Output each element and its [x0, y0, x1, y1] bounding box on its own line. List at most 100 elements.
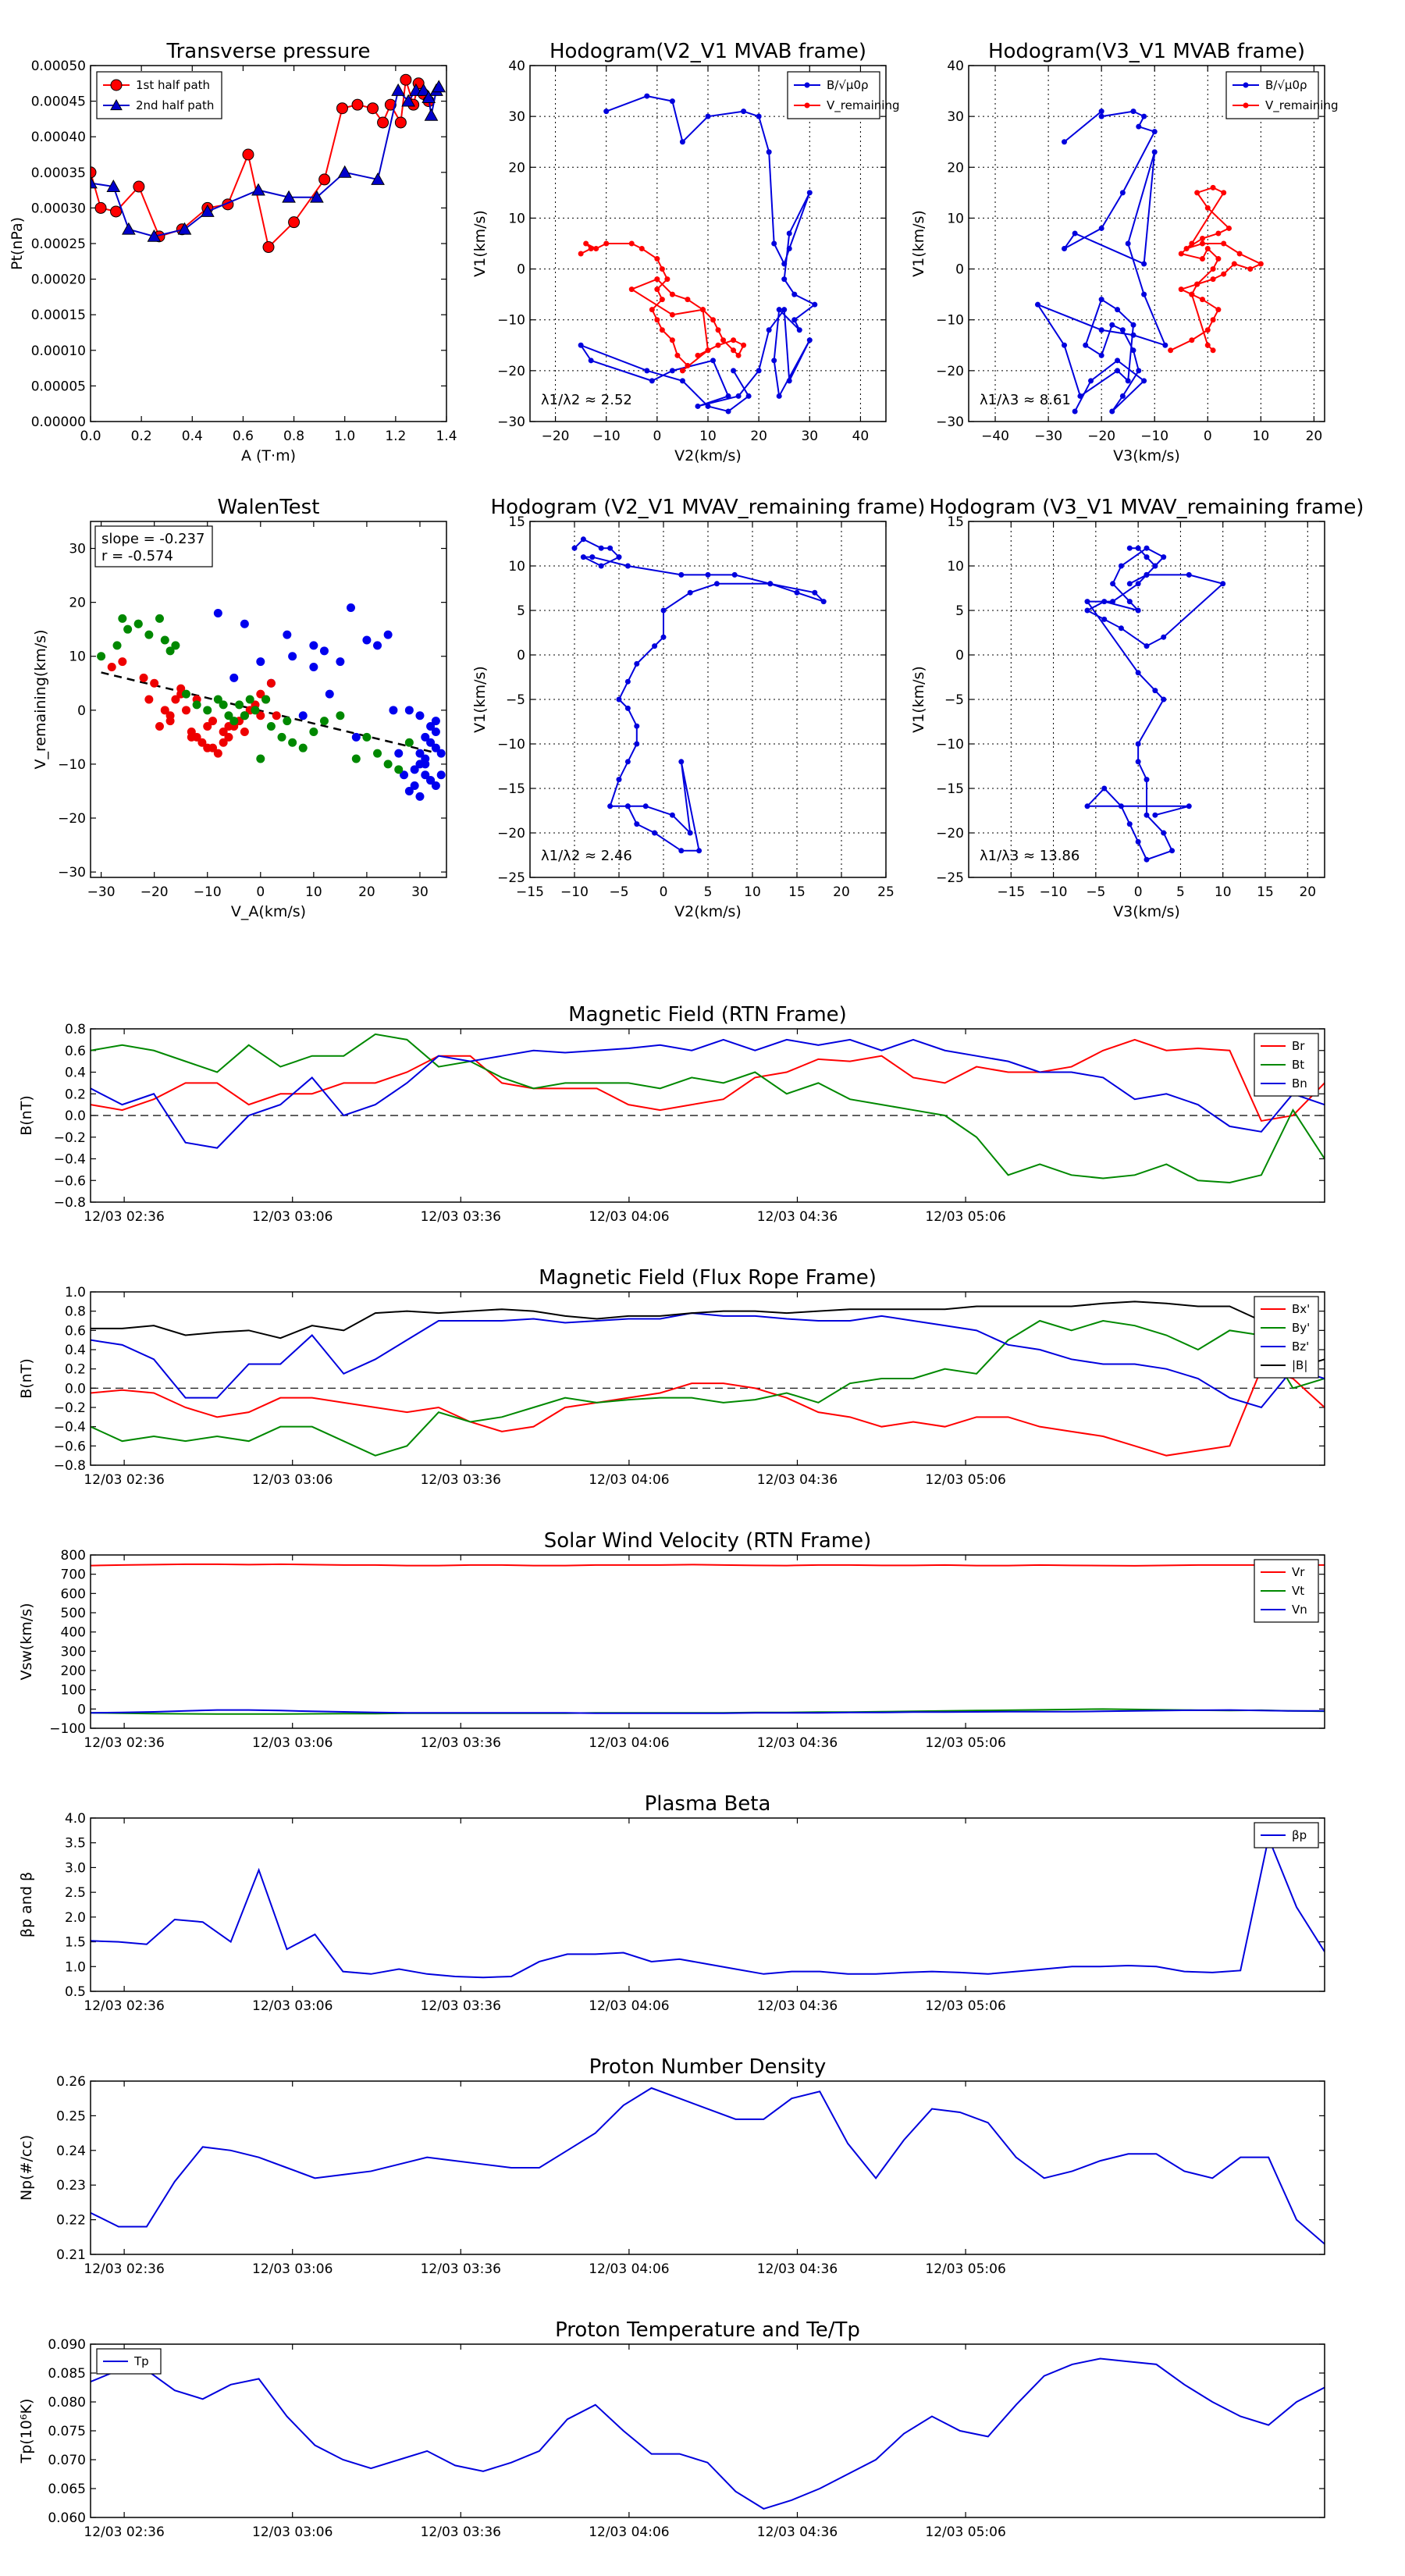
plot-border — [529, 521, 887, 878]
data-point — [1126, 545, 1133, 551]
data-point — [288, 738, 297, 747]
panel-beta: 0.5 1.0 1.5 2.0 2.5 3.0 3.5 4.0 12/03 02:36 12/03… — [18, 1792, 1325, 2014]
data-point — [1161, 634, 1167, 640]
legend-box — [1254, 1296, 1319, 1379]
chart-title: Proton Temperature and Te/Tp — [555, 2318, 860, 2342]
data-point — [1141, 261, 1147, 267]
data-point — [1098, 352, 1104, 358]
data-point — [318, 173, 331, 186]
series-line — [91, 2357, 1325, 2510]
data-point — [240, 711, 249, 720]
x-tick-label: −15 — [516, 884, 544, 900]
x-tick-label: 12/03 02:36 — [84, 1209, 164, 1225]
data-point — [362, 732, 372, 742]
data-point — [400, 770, 409, 780]
y-tick-label: 30 — [508, 109, 525, 125]
y-tick-label: 4.0 — [65, 1811, 86, 1827]
data-point — [642, 803, 649, 809]
data-point — [1144, 554, 1150, 560]
y-tick-label: −20 — [936, 364, 964, 379]
x-tick-label: 12/03 03:06 — [252, 2261, 333, 2277]
data-point — [404, 786, 414, 795]
data-point — [1135, 545, 1141, 551]
legend-label: Tp — [133, 2354, 149, 2368]
data-point — [1130, 332, 1136, 338]
data-point — [804, 102, 810, 109]
data-point — [415, 749, 425, 758]
data-point — [1126, 581, 1133, 587]
data-point — [235, 700, 244, 710]
data-point — [624, 803, 631, 809]
data-point — [426, 738, 436, 747]
x-tick-label: 20 — [833, 884, 850, 900]
data-point — [607, 545, 614, 551]
data-point — [319, 717, 329, 726]
x-tick-label: −20 — [140, 884, 169, 900]
x-tick-label: 12/03 04:06 — [589, 2524, 669, 2540]
data-point — [1194, 281, 1200, 287]
data-point — [421, 732, 430, 742]
y-axis-label: B(nT) — [18, 1358, 35, 1399]
data-point — [705, 113, 711, 119]
data-point — [812, 301, 818, 308]
data-point — [112, 641, 122, 650]
legend: B/√μ0ρ V_remaining — [787, 71, 900, 119]
y-tick-label: 0.060 — [48, 2510, 86, 2526]
data-point — [213, 608, 222, 617]
panel-h2: −30 −20 −10 0 10 20 30 40 −40 −30 −20 −10 0 10 20 Hodog… — [910, 40, 1339, 464]
x-tick-label: 0.2 — [131, 429, 152, 444]
data-point — [415, 711, 425, 720]
legend-label: V_remaining — [1265, 98, 1339, 113]
series-line — [91, 1312, 1325, 1409]
data-point — [426, 776, 436, 785]
data-point — [1247, 266, 1254, 272]
annotation-text: λ1/λ2 ≈ 2.52 — [541, 392, 632, 408]
data-point — [351, 98, 364, 111]
y-tick-label: 600 — [61, 1586, 86, 1602]
y-tick-label: 20 — [69, 596, 86, 611]
plot-border — [968, 65, 1325, 422]
data-point — [424, 108, 439, 121]
data-point — [578, 342, 584, 348]
data-point — [1183, 246, 1190, 252]
series-line — [578, 95, 816, 413]
data-point — [242, 148, 254, 161]
x-tick-label: 0 — [1204, 429, 1212, 444]
data-point — [362, 635, 372, 645]
y-tick-label: 0 — [77, 703, 86, 719]
y-tick-label: 0.8 — [65, 1304, 86, 1320]
data-point — [756, 113, 762, 119]
y-axis-label: Pt(nPa) — [9, 217, 26, 270]
y-axis-label: B(nT) — [18, 1095, 35, 1136]
data-point — [213, 695, 222, 704]
data-point — [710, 358, 717, 364]
x-tick-label: 12/03 03:06 — [252, 1998, 333, 2014]
y-axis-label: Tp(10⁶K) — [18, 2399, 35, 2464]
x-tick-label: −30 — [87, 884, 116, 900]
x-tick-label: 12/03 04:36 — [757, 1998, 838, 2014]
data-point — [1141, 291, 1147, 297]
data-point — [1115, 307, 1121, 313]
chart-title: Proton Number Density — [589, 2055, 827, 2079]
data-point — [224, 732, 233, 742]
x-tick-label: 0.6 — [233, 429, 254, 444]
data-point — [1084, 803, 1090, 809]
legend-label: B/√μ0ρ — [827, 78, 869, 92]
data-point — [624, 678, 631, 685]
data-point — [283, 717, 292, 726]
data-point — [383, 760, 393, 769]
x-tick-label: 12/03 05:06 — [925, 2261, 1005, 2277]
y-tick-label: 0 — [77, 1702, 86, 1717]
data-point — [309, 663, 318, 672]
data-point — [371, 172, 385, 185]
plot-border — [90, 2343, 1325, 2518]
y-tick-label: 1.0 — [65, 1959, 86, 1975]
data-point — [224, 722, 233, 731]
series-line — [91, 1038, 1325, 1149]
x-tick-label: 12/03 05:06 — [925, 2524, 1005, 2540]
plot-border — [90, 1817, 1325, 1992]
y-tick-label: 700 — [61, 1567, 86, 1583]
data-point — [432, 80, 446, 93]
data-point — [659, 327, 665, 333]
data-point — [1236, 251, 1243, 257]
